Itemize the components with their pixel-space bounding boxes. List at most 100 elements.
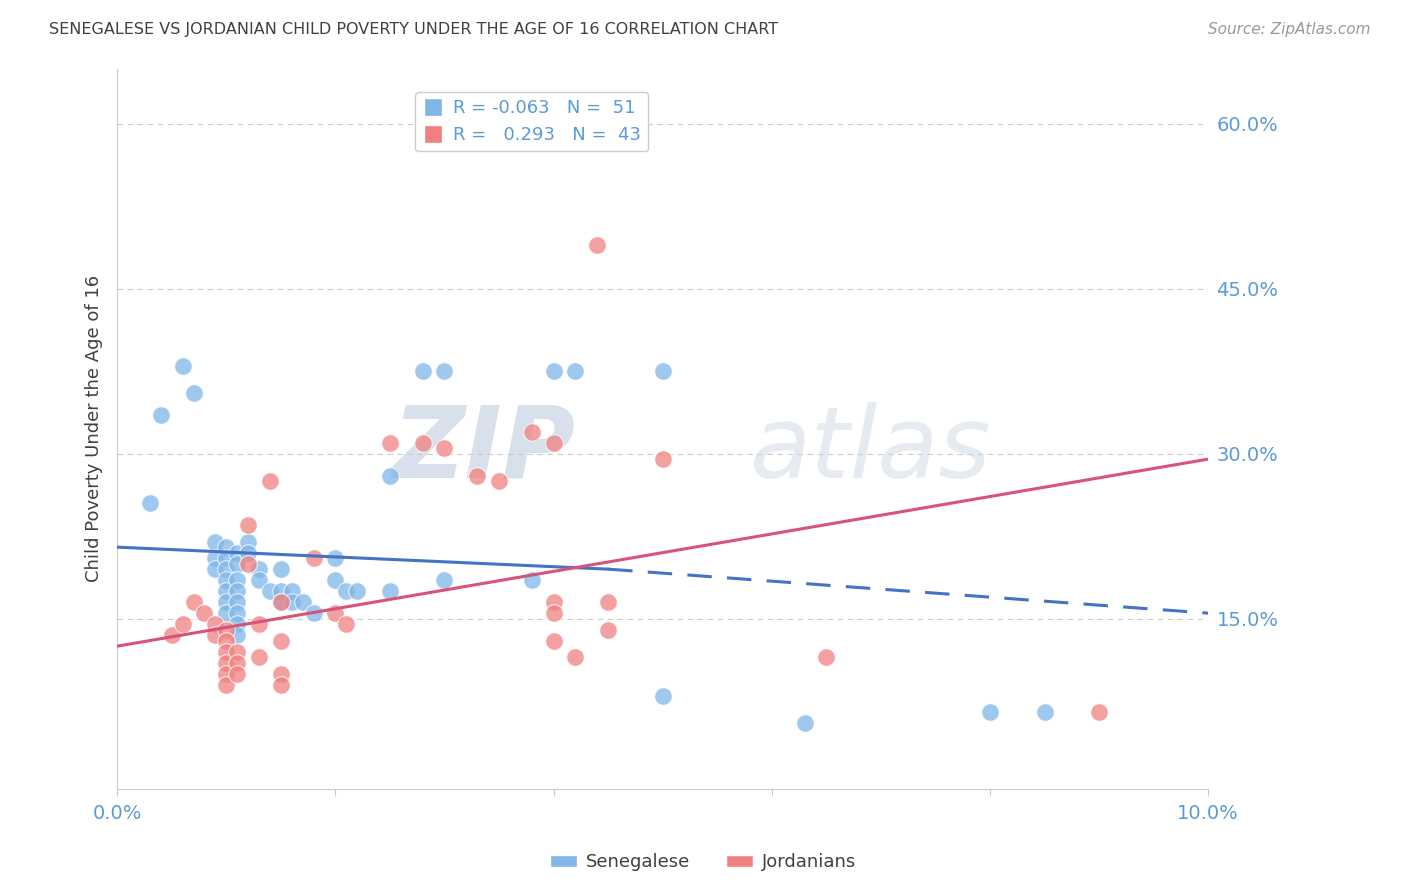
Point — [520, 573, 543, 587]
Text: SENEGALESE VS JORDANIAN CHILD POVERTY UNDER THE AGE OF 16 CORRELATION CHART: SENEGALESE VS JORDANIAN CHILD POVERTY UN… — [49, 22, 779, 37]
Point — [325, 606, 347, 620]
Point — [346, 584, 368, 599]
Point — [215, 551, 238, 566]
Point — [226, 666, 249, 681]
Point — [215, 656, 238, 670]
Point — [564, 364, 586, 378]
Point — [433, 441, 456, 455]
Legend: R = -0.063   N =  51, R =   0.293   N =  43: R = -0.063 N = 51, R = 0.293 N = 43 — [415, 92, 648, 152]
Point — [215, 666, 238, 681]
Point — [270, 678, 292, 692]
Point — [226, 595, 249, 609]
Point — [543, 633, 565, 648]
Point — [226, 617, 249, 632]
Point — [291, 595, 314, 609]
Point — [378, 468, 401, 483]
Point — [270, 562, 292, 576]
Point — [651, 689, 673, 703]
Legend: Senegalese, Jordanians: Senegalese, Jordanians — [543, 847, 863, 879]
Text: Source: ZipAtlas.com: Source: ZipAtlas.com — [1208, 22, 1371, 37]
Point — [226, 606, 249, 620]
Point — [302, 606, 325, 620]
Point — [543, 435, 565, 450]
Point — [226, 628, 249, 642]
Point — [215, 623, 238, 637]
Point — [378, 584, 401, 599]
Point — [226, 584, 249, 599]
Point — [183, 386, 205, 401]
Text: atlas: atlas — [749, 402, 991, 499]
Point — [160, 628, 183, 642]
Point — [215, 678, 238, 692]
Point — [270, 595, 292, 609]
Point — [226, 557, 249, 571]
Point — [543, 595, 565, 609]
Point — [236, 557, 259, 571]
Point — [215, 584, 238, 599]
Point — [651, 364, 673, 378]
Point — [378, 435, 401, 450]
Point — [204, 551, 226, 566]
Point — [270, 595, 292, 609]
Point — [215, 645, 238, 659]
Point — [598, 623, 620, 637]
Point — [204, 628, 226, 642]
Point — [204, 617, 226, 632]
Point — [215, 595, 238, 609]
Point — [1088, 705, 1111, 719]
Text: ZIP: ZIP — [392, 402, 575, 499]
Point — [302, 551, 325, 566]
Point — [193, 606, 215, 620]
Point — [149, 408, 172, 422]
Point — [488, 474, 510, 488]
Point — [465, 468, 488, 483]
Point — [247, 650, 270, 665]
Point — [325, 573, 347, 587]
Point — [247, 617, 270, 632]
Point — [651, 452, 673, 467]
Point — [325, 551, 347, 566]
Point — [215, 633, 238, 648]
Point — [793, 716, 815, 731]
Point — [226, 546, 249, 560]
Point — [335, 617, 357, 632]
Point — [236, 534, 259, 549]
Point — [598, 595, 620, 609]
Point — [335, 584, 357, 599]
Point — [247, 573, 270, 587]
Point — [215, 540, 238, 554]
Point — [226, 656, 249, 670]
Point — [204, 562, 226, 576]
Point — [433, 364, 456, 378]
Point — [236, 518, 259, 533]
Point — [979, 705, 1001, 719]
Point — [1033, 705, 1056, 719]
Point — [543, 364, 565, 378]
Point — [433, 573, 456, 587]
Point — [412, 435, 434, 450]
Point — [259, 474, 281, 488]
Point — [281, 595, 304, 609]
Point — [520, 425, 543, 439]
Point — [543, 606, 565, 620]
Y-axis label: Child Poverty Under the Age of 16: Child Poverty Under the Age of 16 — [86, 276, 103, 582]
Point — [172, 617, 194, 632]
Point — [139, 496, 162, 510]
Point — [564, 650, 586, 665]
Point — [215, 606, 238, 620]
Point — [183, 595, 205, 609]
Point — [172, 359, 194, 373]
Point — [226, 573, 249, 587]
Point — [215, 573, 238, 587]
Point — [270, 666, 292, 681]
Point — [815, 650, 838, 665]
Point — [586, 237, 609, 252]
Point — [412, 364, 434, 378]
Point — [270, 584, 292, 599]
Point — [226, 645, 249, 659]
Point — [236, 546, 259, 560]
Point — [281, 584, 304, 599]
Point — [270, 633, 292, 648]
Point — [247, 562, 270, 576]
Point — [259, 584, 281, 599]
